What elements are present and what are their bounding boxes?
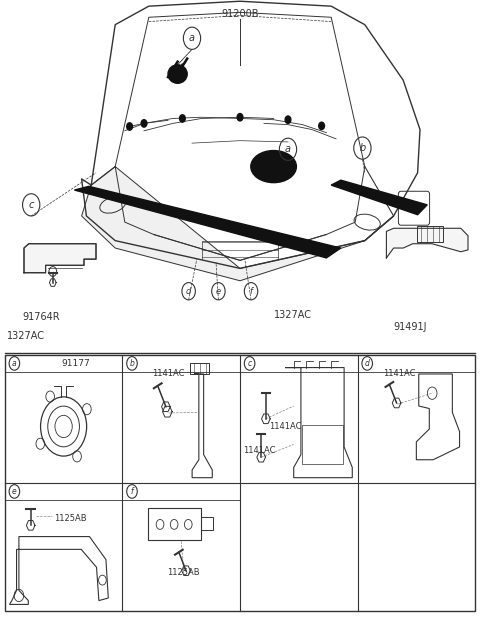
Text: 1327AC: 1327AC (274, 310, 312, 320)
Text: a: a (285, 144, 291, 154)
Polygon shape (74, 186, 341, 258)
Text: 91491J: 91491J (394, 322, 427, 332)
Text: b: b (130, 359, 134, 368)
Text: 1141AC: 1141AC (269, 422, 302, 431)
Text: d: d (365, 359, 370, 368)
Polygon shape (386, 228, 468, 258)
Text: d: d (186, 287, 192, 296)
Circle shape (127, 123, 132, 130)
Text: 1141AC: 1141AC (152, 370, 184, 378)
Polygon shape (82, 167, 394, 281)
Text: e: e (12, 487, 17, 496)
Polygon shape (24, 244, 96, 273)
Text: c: c (28, 200, 34, 210)
Circle shape (237, 114, 243, 121)
Text: 1125AB: 1125AB (167, 568, 200, 577)
Circle shape (141, 120, 147, 127)
Text: b: b (359, 143, 366, 153)
Polygon shape (331, 180, 427, 215)
Bar (302, 425, 343, 463)
Text: f: f (250, 287, 252, 296)
Text: 91764R: 91764R (22, 312, 60, 321)
Text: e: e (216, 287, 221, 296)
Text: 1141AC: 1141AC (243, 446, 276, 455)
Ellipse shape (251, 151, 296, 183)
Ellipse shape (168, 65, 187, 83)
Circle shape (319, 122, 324, 130)
Bar (5, 355, 475, 611)
Bar (201, 518, 213, 530)
Text: 91200B: 91200B (221, 9, 259, 19)
Text: 1327AC: 1327AC (7, 331, 46, 341)
Text: a: a (189, 33, 195, 43)
Bar (148, 508, 201, 540)
Bar (190, 363, 209, 374)
Circle shape (180, 115, 185, 122)
Text: f: f (131, 487, 133, 496)
Bar (417, 226, 443, 242)
Text: 1141AC: 1141AC (384, 370, 416, 378)
Circle shape (285, 116, 291, 123)
Text: c: c (248, 359, 252, 368)
Text: 1125AB: 1125AB (54, 514, 87, 523)
Text: 91177: 91177 (61, 359, 90, 368)
Text: a: a (12, 359, 17, 368)
